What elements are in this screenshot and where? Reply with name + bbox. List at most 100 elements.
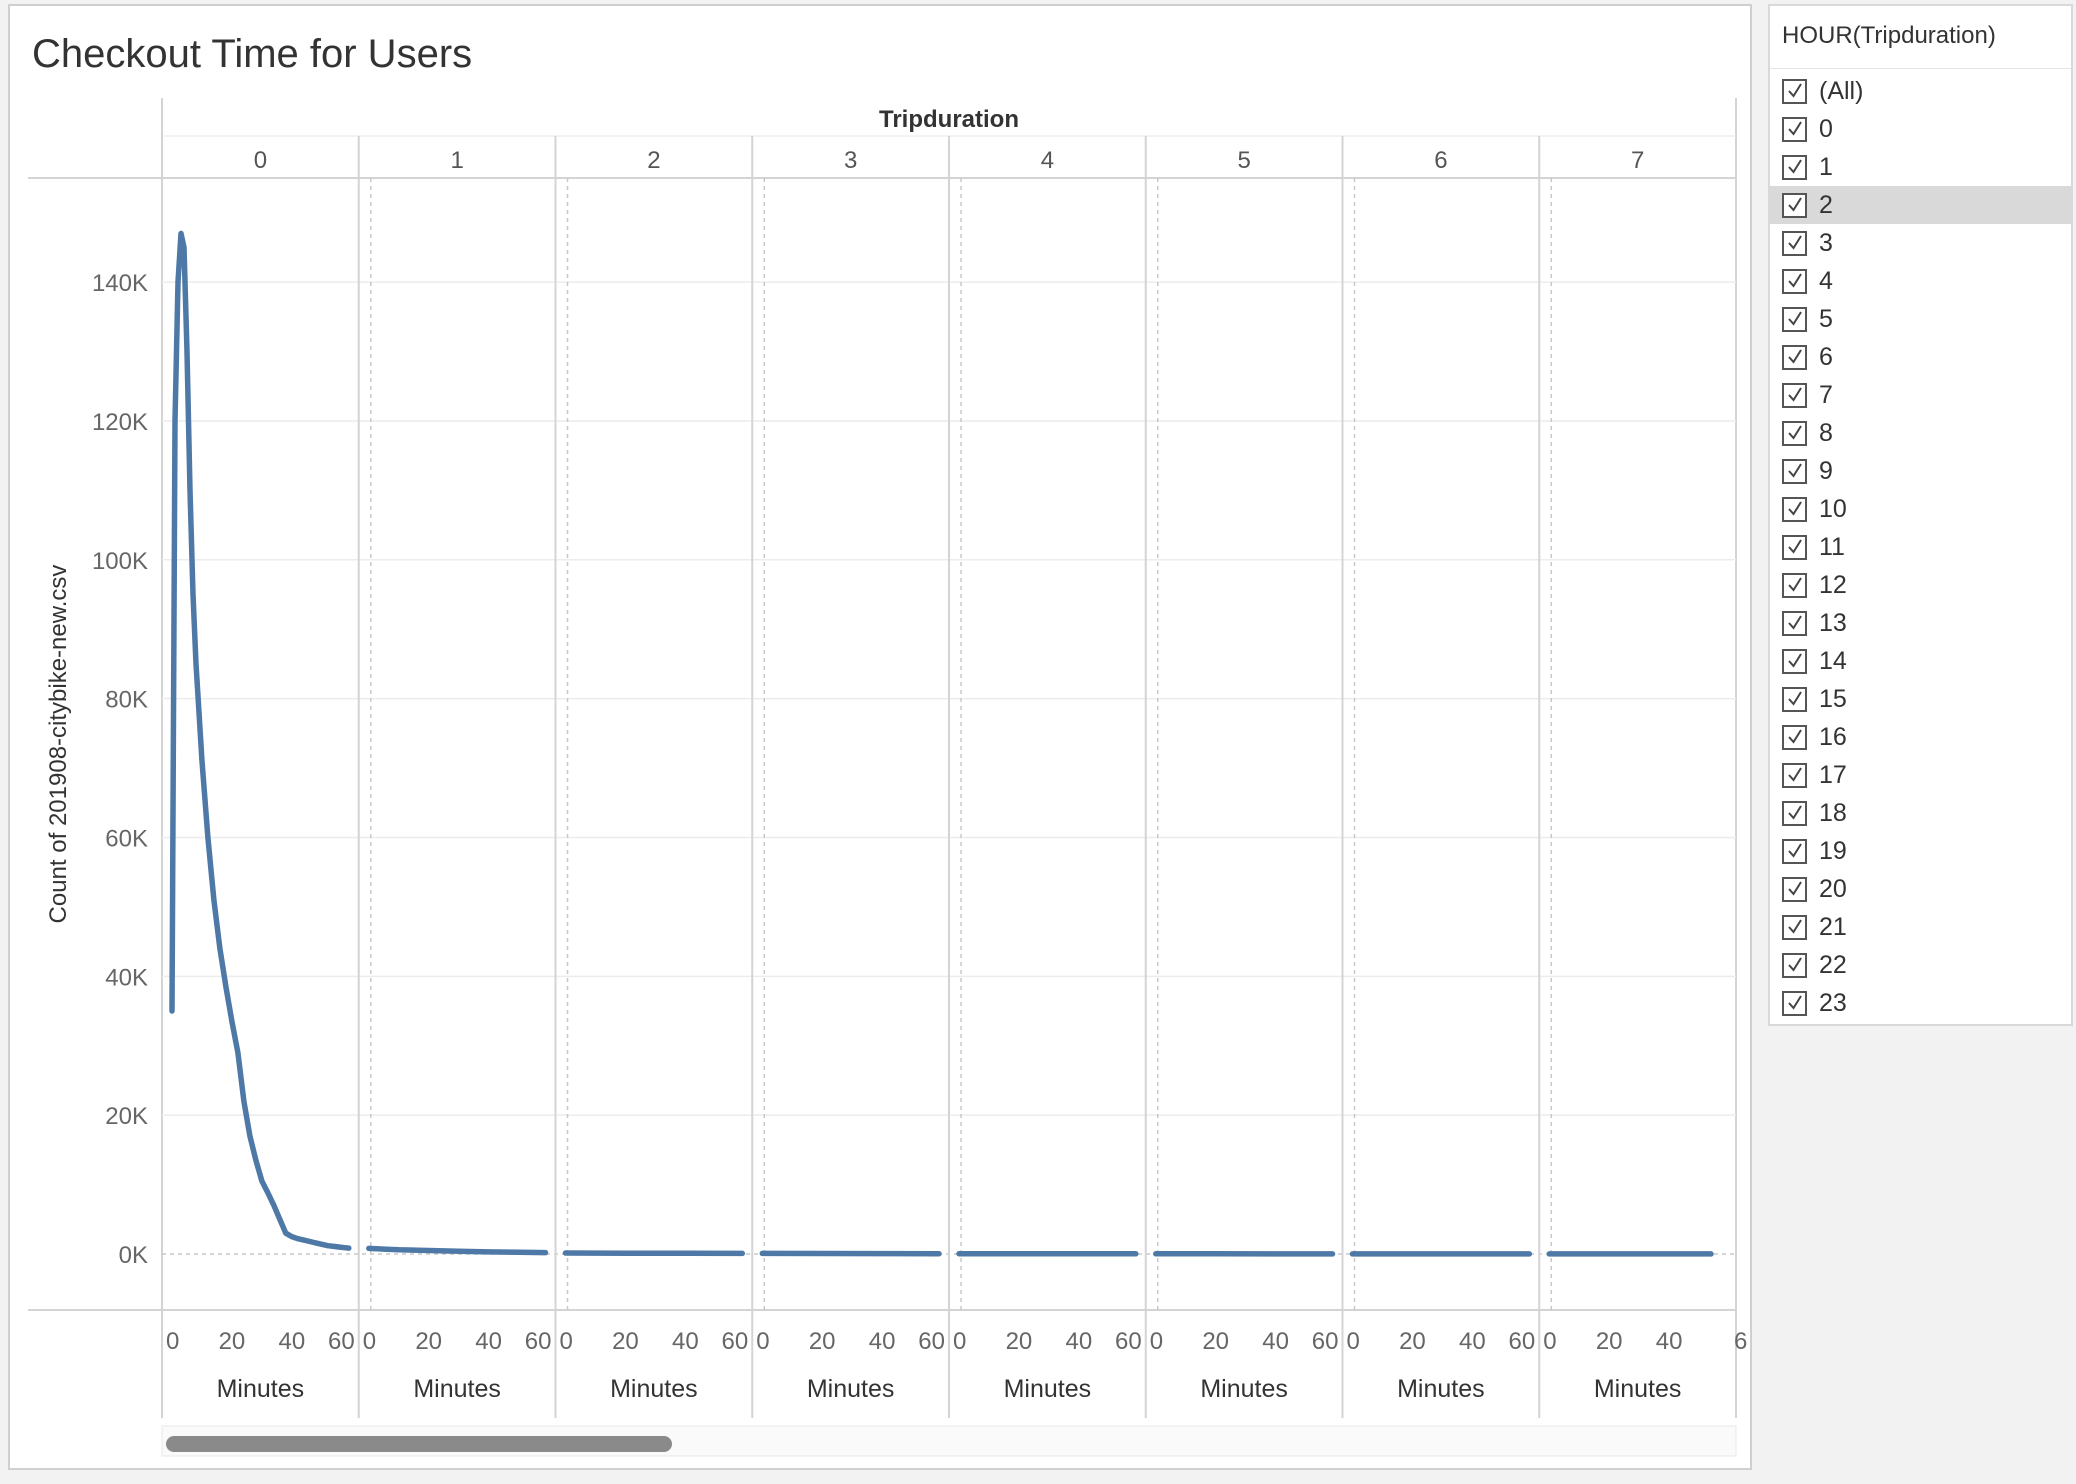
filter-item[interactable]: 22 <box>1770 946 2071 984</box>
x-tick-label: 60 <box>1312 1328 1339 1355</box>
filter-item[interactable]: 16 <box>1770 718 2071 756</box>
filter-item-label: 20 <box>1819 874 1847 903</box>
checkmark-icon <box>1787 197 1802 212</box>
checkmark-icon <box>1787 425 1802 440</box>
checkbox[interactable] <box>1782 268 1807 294</box>
checkbox[interactable] <box>1782 306 1807 332</box>
checkbox[interactable] <box>1782 762 1807 788</box>
filter-item[interactable]: 0 <box>1770 110 2071 148</box>
checkbox[interactable] <box>1782 496 1807 522</box>
checkbox[interactable] <box>1782 382 1807 408</box>
x-tick-label: 60 <box>722 1328 749 1355</box>
checkbox[interactable] <box>1782 78 1807 104</box>
x-axis-title: Minutes <box>217 1375 305 1403</box>
filter-item[interactable]: 8 <box>1770 414 2071 452</box>
filter-item-label: 7 <box>1819 380 1833 409</box>
filter-item-label: 16 <box>1819 722 1847 751</box>
filter-item[interactable]: 5 <box>1770 300 2071 338</box>
checkbox[interactable] <box>1782 344 1807 370</box>
x-tick-label: 40 <box>1656 1328 1683 1355</box>
filter-item[interactable]: 15 <box>1770 680 2071 718</box>
checkbox[interactable] <box>1782 534 1807 560</box>
filter-item[interactable]: 1 <box>1770 148 2071 186</box>
checkbox[interactable] <box>1782 724 1807 750</box>
checkbox[interactable] <box>1782 610 1807 636</box>
x-tick-label: 60 <box>328 1328 355 1355</box>
filter-item[interactable]: 9 <box>1770 452 2071 490</box>
filter-item-label: 22 <box>1819 950 1847 979</box>
filter-item[interactable]: (All) <box>1770 72 2071 110</box>
checkbox[interactable] <box>1782 192 1807 218</box>
checkmark-icon <box>1787 159 1802 174</box>
x-tick-label: 60 <box>1115 1328 1142 1355</box>
filter-item[interactable]: 23 <box>1770 984 2071 1022</box>
filter-item[interactable]: 17 <box>1770 756 2071 794</box>
filter-item[interactable]: 20 <box>1770 870 2071 908</box>
checkmark-icon <box>1787 615 1802 630</box>
checkmark-icon <box>1787 387 1802 402</box>
checkmark-icon <box>1787 349 1802 364</box>
filter-item-label: 15 <box>1819 684 1847 713</box>
x-tick-label: 40 <box>475 1328 502 1355</box>
filter-item[interactable]: 10 <box>1770 490 2071 528</box>
checkbox[interactable] <box>1782 838 1807 864</box>
checkmark-icon <box>1787 463 1802 478</box>
filter-item-label: 13 <box>1819 608 1847 637</box>
x-tick-label: 20 <box>219 1328 246 1355</box>
checkbox[interactable] <box>1782 572 1807 598</box>
filter-item[interactable]: 11 <box>1770 528 2071 566</box>
x-tick-label: 40 <box>869 1328 896 1355</box>
y-tick-label: 40K <box>105 964 148 991</box>
checkmark-icon <box>1787 995 1802 1010</box>
x-tick-label: 20 <box>1006 1328 1033 1355</box>
horizontal-scrollbar-thumb[interactable] <box>166 1436 672 1452</box>
x-tick-label: 20 <box>1202 1328 1229 1355</box>
x-tick-label: 0 <box>1347 1328 1360 1355</box>
checkmark-icon <box>1787 577 1802 592</box>
checkmark-icon <box>1787 957 1802 972</box>
checkbox[interactable] <box>1782 952 1807 978</box>
filter-item[interactable]: 6 <box>1770 338 2071 376</box>
checkbox[interactable] <box>1782 914 1807 940</box>
filter-item-label: 19 <box>1819 836 1847 865</box>
filter-item[interactable]: 7 <box>1770 376 2071 414</box>
filter-item[interactable]: 13 <box>1770 604 2071 642</box>
filter-item[interactable]: 19 <box>1770 832 2071 870</box>
filter-item[interactable]: 3 <box>1770 224 2071 262</box>
x-axis-title: Minutes <box>610 1375 698 1403</box>
checkbox[interactable] <box>1782 154 1807 180</box>
x-tick-label: 20 <box>612 1328 639 1355</box>
x-tick-label: 60 <box>525 1328 552 1355</box>
checkmark-icon <box>1787 919 1802 934</box>
checkbox[interactable] <box>1782 686 1807 712</box>
filter-item[interactable]: 18 <box>1770 794 2071 832</box>
checkbox[interactable] <box>1782 420 1807 446</box>
filter-item[interactable]: 12 <box>1770 566 2071 604</box>
filter-list: (All) 0 1 2 3 4 5 6 7 8 9 10 11 12 13 14 15 16 17 18 19 20 21 2… <box>1770 72 2071 1022</box>
x-tick-label: 20 <box>1399 1328 1426 1355</box>
series-line-panel-1 <box>366 1245 549 1256</box>
checkbox[interactable] <box>1782 230 1807 256</box>
x-tick-label: 0 <box>166 1328 179 1355</box>
filter-item[interactable]: 2 <box>1770 186 2071 224</box>
filter-item[interactable]: 14 <box>1770 642 2071 680</box>
checkbox[interactable] <box>1782 800 1807 826</box>
hour-filter-panel: HOUR(Tripduration) (All) 0 1 2 3 4 5 6 7 8 9 10 11 12… <box>1768 4 2073 1026</box>
checkbox[interactable] <box>1782 648 1807 674</box>
checkmark-icon <box>1787 691 1802 706</box>
filter-item[interactable]: 21 <box>1770 908 2071 946</box>
x-tick-label: 60 <box>918 1328 945 1355</box>
checkbox[interactable] <box>1782 876 1807 902</box>
x-tick-label: 20 <box>1596 1328 1623 1355</box>
checkbox[interactable] <box>1782 990 1807 1016</box>
series-line-panel-0 <box>169 230 352 1251</box>
x-tick-label: 40 <box>278 1328 305 1355</box>
filter-item-label: 1 <box>1819 152 1833 181</box>
checkbox[interactable] <box>1782 116 1807 142</box>
filter-item[interactable]: 4 <box>1770 262 2071 300</box>
checkbox[interactable] <box>1782 458 1807 484</box>
panel-header-label: 6 <box>1434 147 1447 174</box>
x-tick-label: 60 <box>1509 1328 1536 1355</box>
y-tick-label: 140K <box>92 270 148 297</box>
line-chart[interactable]: Tripduration 0K 20K 40K 60K 80K 100K 120K 140K Co… <box>0 0 1760 1484</box>
